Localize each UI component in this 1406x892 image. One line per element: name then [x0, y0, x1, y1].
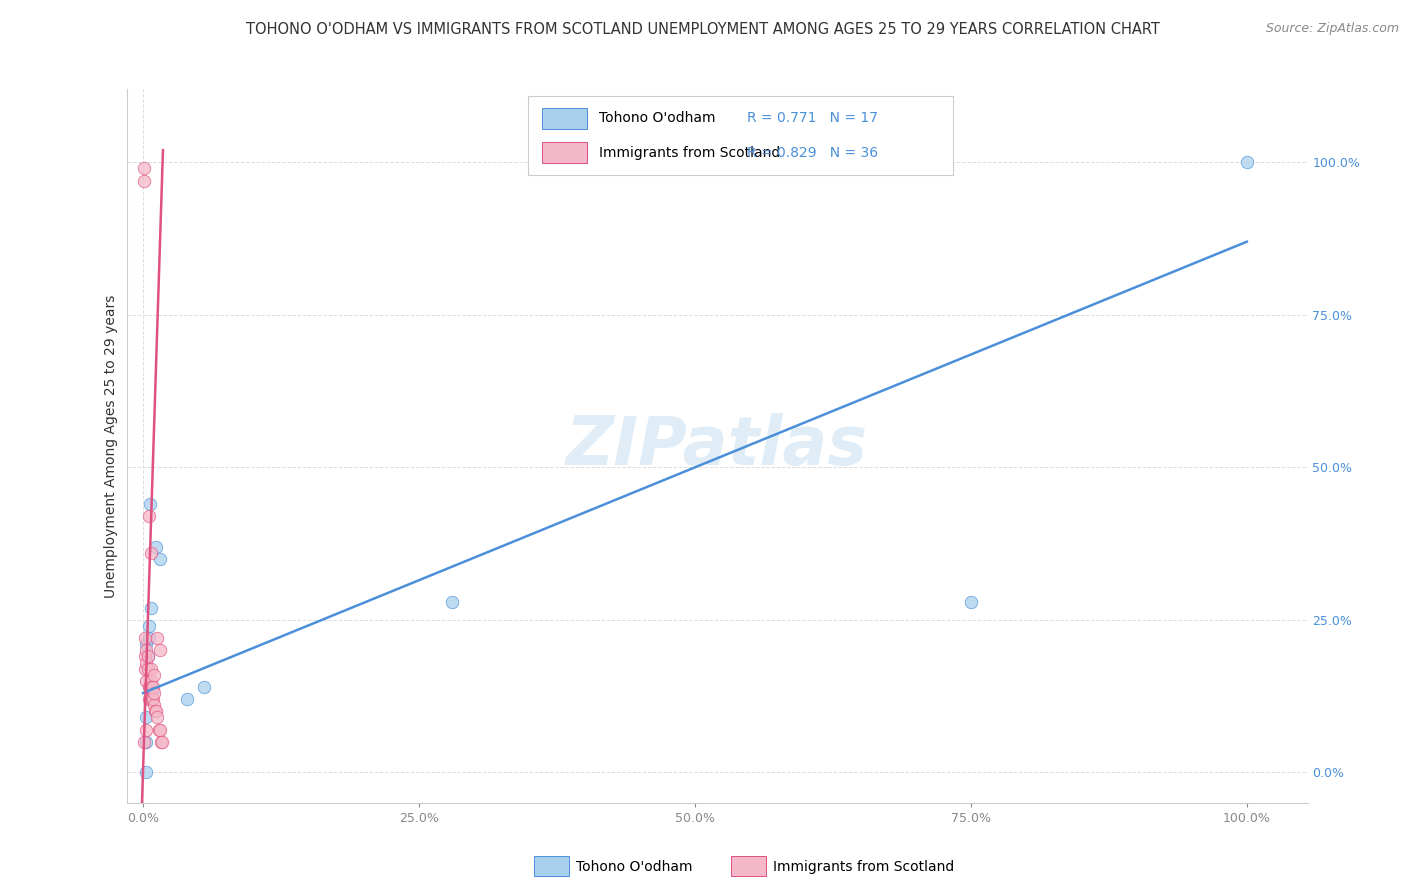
- Text: R = 0.771   N = 17: R = 0.771 N = 17: [747, 112, 877, 126]
- FancyBboxPatch shape: [543, 142, 588, 163]
- Y-axis label: Unemployment Among Ages 25 to 29 years: Unemployment Among Ages 25 to 29 years: [104, 294, 118, 598]
- Point: [141, 686, 163, 700]
- Point: [136, 662, 159, 676]
- FancyBboxPatch shape: [529, 96, 953, 175]
- Point: [149, 643, 172, 657]
- Point: [441, 594, 464, 608]
- Point: [149, 723, 172, 737]
- Point: [138, 497, 160, 511]
- Point: [134, 631, 156, 645]
- Point: [149, 551, 172, 566]
- Point: [138, 509, 160, 524]
- Point: [145, 540, 167, 554]
- Point: [136, 649, 159, 664]
- Point: [142, 692, 165, 706]
- Point: [135, 735, 157, 749]
- Text: Immigrants from Scotland: Immigrants from Scotland: [773, 860, 955, 874]
- Point: [145, 704, 167, 718]
- Point: [135, 656, 157, 670]
- Point: [135, 765, 157, 780]
- Point: [139, 673, 162, 688]
- Text: ZIPatlas: ZIPatlas: [567, 413, 868, 479]
- Point: [149, 735, 172, 749]
- Point: [134, 161, 156, 176]
- Point: [139, 600, 162, 615]
- Point: [134, 662, 156, 676]
- Text: Tohono O'odham: Tohono O'odham: [599, 112, 716, 126]
- Point: [143, 698, 166, 713]
- Point: [134, 649, 156, 664]
- Point: [135, 673, 157, 688]
- Point: [193, 680, 215, 694]
- Point: [1236, 155, 1258, 169]
- Point: [150, 735, 173, 749]
- Point: [139, 546, 162, 560]
- Point: [141, 692, 163, 706]
- Point: [143, 704, 166, 718]
- Text: Source: ZipAtlas.com: Source: ZipAtlas.com: [1265, 22, 1399, 36]
- Point: [143, 686, 166, 700]
- Point: [138, 619, 160, 633]
- Point: [138, 680, 160, 694]
- Point: [176, 692, 198, 706]
- Text: TOHONO O'ODHAM VS IMMIGRANTS FROM SCOTLAND UNEMPLOYMENT AMONG AGES 25 TO 29 YEAR: TOHONO O'ODHAM VS IMMIGRANTS FROM SCOTLA…: [246, 22, 1160, 37]
- Point: [148, 723, 170, 737]
- Point: [135, 643, 157, 657]
- FancyBboxPatch shape: [543, 108, 588, 129]
- Point: [134, 735, 156, 749]
- Point: [146, 710, 169, 724]
- Point: [139, 662, 162, 676]
- Point: [146, 631, 169, 645]
- Text: R = 0.829   N = 36: R = 0.829 N = 36: [747, 145, 877, 160]
- Point: [138, 692, 160, 706]
- Point: [136, 649, 159, 664]
- Point: [142, 680, 165, 694]
- Text: Immigrants from Scotland: Immigrants from Scotland: [599, 145, 780, 160]
- Point: [138, 680, 160, 694]
- Point: [135, 637, 157, 651]
- Point: [138, 692, 160, 706]
- Point: [138, 631, 160, 645]
- Point: [960, 594, 983, 608]
- Point: [135, 710, 157, 724]
- Point: [134, 174, 156, 188]
- Point: [135, 723, 157, 737]
- Point: [143, 667, 166, 681]
- Text: Tohono O'odham: Tohono O'odham: [576, 860, 693, 874]
- Point: [141, 680, 163, 694]
